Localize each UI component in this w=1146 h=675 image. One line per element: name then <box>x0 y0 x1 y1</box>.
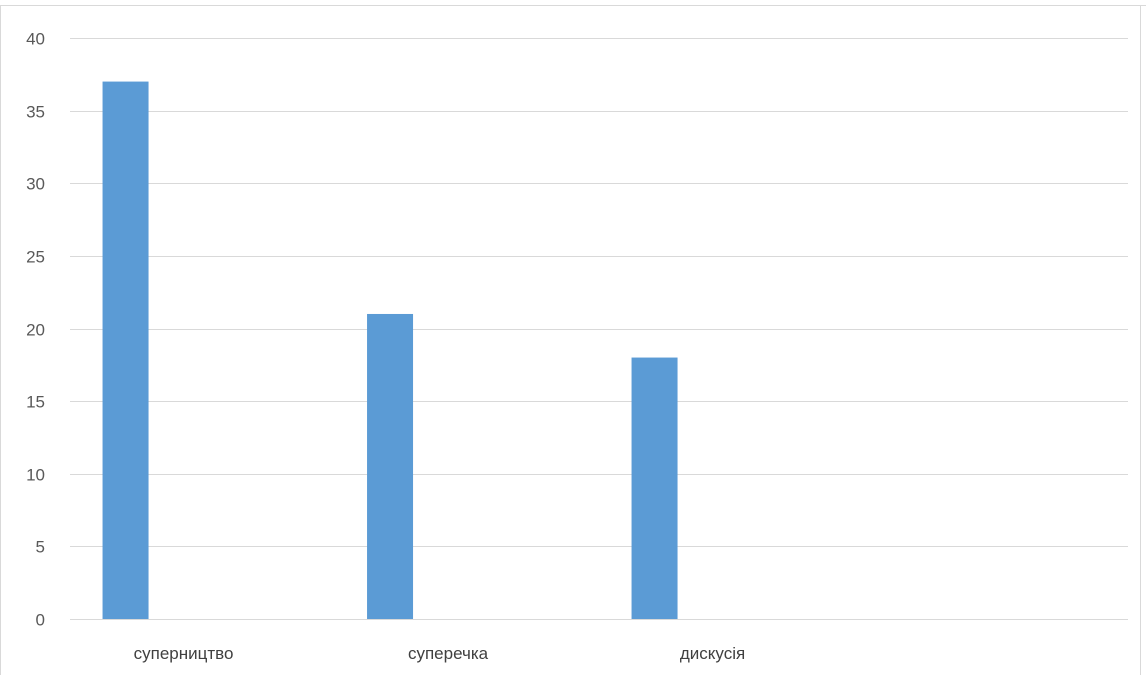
y-tick-label: 30 <box>26 175 45 194</box>
x-axis-category-labels: суперництво суперечка дискусія <box>134 644 746 663</box>
y-tick-label: 40 <box>26 30 45 49</box>
gridlines <box>70 38 1128 620</box>
x-category-label: дискусія <box>680 644 745 663</box>
bar <box>631 357 678 619</box>
y-tick-label: 10 <box>26 466 45 485</box>
y-tick-label: 15 <box>26 393 45 412</box>
y-tick-label: 20 <box>26 321 45 340</box>
bar <box>102 81 149 619</box>
bars <box>102 81 678 619</box>
bar <box>367 313 414 619</box>
x-category-label: суперництво <box>134 644 234 663</box>
y-tick-label: 0 <box>36 611 45 630</box>
y-tick-label: 5 <box>36 538 45 557</box>
y-tick-label: 25 <box>26 248 45 267</box>
y-axis-tick-labels: 0 5 10 15 20 25 30 35 40 <box>26 30 45 630</box>
x-category-label: суперечка <box>408 644 489 663</box>
y-tick-label: 35 <box>26 103 45 122</box>
